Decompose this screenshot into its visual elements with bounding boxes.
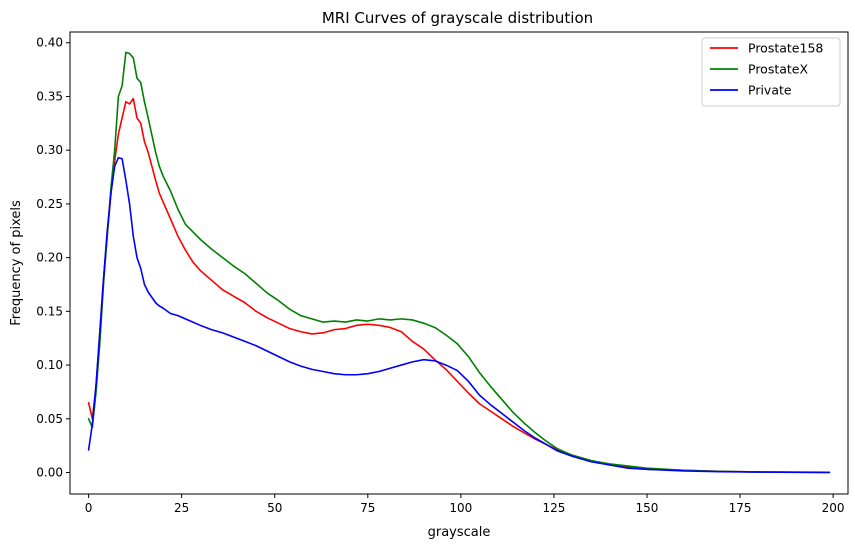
y-tick-label: 0.40 (36, 36, 63, 50)
y-tick-label: 0.30 (36, 143, 63, 157)
chart-title: MRI Curves of grayscale distribution (322, 9, 593, 27)
y-axis-label: Frequency of pixels (9, 200, 24, 326)
plot-frame (69, 31, 849, 495)
legend-label-prostatex: ProstateX (748, 62, 808, 77)
x-tick-label: 75 (360, 501, 375, 515)
x-tick-label: 25 (174, 501, 189, 515)
x-tick-label: 125 (542, 501, 565, 515)
x-tick-label: 175 (729, 501, 752, 515)
series-line-prostatex (87, 51, 831, 474)
y-tick-label: 0.35 (36, 89, 63, 103)
x-axis-label: grayscale (428, 525, 491, 540)
legend-label-private: Private (748, 83, 792, 98)
y-tick-label: 0.00 (36, 466, 63, 480)
legend-items: Prostate158 ProstateX Private (710, 41, 823, 98)
legend-label-prostate158: Prostate158 (748, 41, 823, 56)
y-tick-label: 0.25 (36, 197, 63, 211)
y-tick-label: 0.15 (36, 304, 63, 318)
x-tick-label: 50 (267, 501, 282, 515)
y-tick-label: 0.10 (36, 358, 63, 372)
x-tick-label: 150 (636, 501, 659, 515)
x-tick-label: 200 (822, 501, 845, 515)
y-axis: 0.00 0.05 0.10 0.15 0.20 0.25 0.30 0.35 0.40 (36, 36, 70, 480)
x-axis: 0 25 50 75 100 125 150 175 200 (85, 494, 845, 515)
y-tick-label: 0.20 (36, 251, 63, 265)
plot-area: 0 25 50 75 100 125 150 175 200 0.000.050.100.150… (36, 31, 849, 515)
x-tick-label: 0 (85, 501, 93, 515)
y-tick-label: 0.05 (36, 412, 63, 426)
series-layer (87, 51, 831, 474)
series-line-private (87, 156, 831, 474)
legend-box (701, 37, 841, 107)
x-tick-label: 100 (449, 501, 472, 515)
legend: Prostate158 ProstateX Private (701, 37, 841, 107)
